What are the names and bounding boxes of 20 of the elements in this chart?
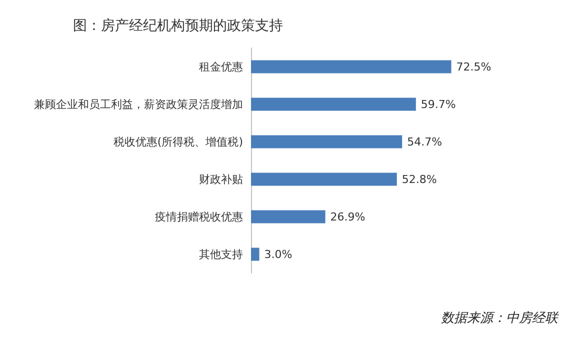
bar [251,248,260,261]
bar [251,98,416,111]
data-label: 72.5% [456,60,492,74]
y-tick-label: 其他支持 [199,248,243,261]
data-label: 59.7% [420,98,456,111]
y-tick-label: 财政补贴 [199,172,243,186]
data-label: 26.9% [330,210,366,224]
data-label: 52.8% [402,172,437,186]
bar [251,60,452,74]
y-tick-label: 税收优惠(所得税、增值税) [113,135,243,148]
bar [251,172,397,186]
y-tick-label: 疫情捐赠税收优惠 [155,210,243,224]
source-note: 数据来源：中房经联 [441,310,560,326]
y-tick-label: 兼顾企业和员工利益，薪资政策灵活度增加 [34,98,243,111]
chart-title: 图：房产经纪机构预期的政策支持 [73,18,283,34]
data-label: 3.0% [264,248,292,261]
bar [251,135,402,148]
bar [251,210,326,224]
data-label: 54.7% [407,135,442,148]
y-tick-label: 租金优惠 [199,60,243,74]
